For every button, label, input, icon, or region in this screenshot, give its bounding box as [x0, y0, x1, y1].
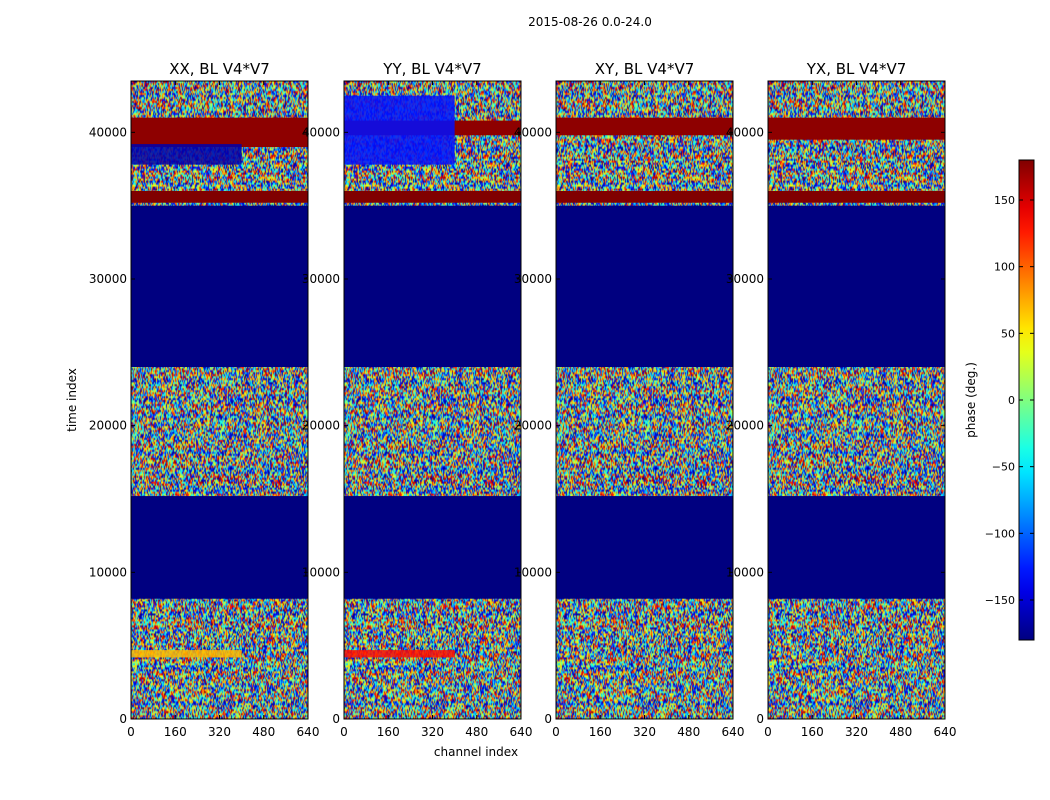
- colorbar-tick-label: 0: [1008, 394, 1015, 407]
- colorbar-tick-label: −150: [985, 594, 1015, 607]
- x-tick-label: 640: [297, 725, 320, 739]
- y-tick-label: 0: [332, 712, 340, 726]
- x-tick-label: 480: [889, 725, 912, 739]
- uniform-phase-region: [131, 496, 308, 599]
- x-tick-label: 160: [589, 725, 612, 739]
- y-tick-label: 0: [544, 712, 552, 726]
- colorbar-tick-label: 50: [1001, 327, 1015, 340]
- panel-yx: YX, BL V4*V7 0 160 320 480 640 0 10000 20000 3000…: [726, 60, 957, 739]
- uniform-phase-region: [344, 496, 521, 599]
- heatmap-image: [131, 81, 308, 719]
- y-axis-label: time index: [65, 368, 79, 432]
- colorbar-tick-label: −100: [985, 527, 1015, 540]
- y-tick-label: 40000: [726, 125, 764, 139]
- uniform-phase-region: [131, 205, 308, 367]
- x-tick-label: 480: [465, 725, 488, 739]
- colorbar-tick-label: −50: [992, 461, 1015, 474]
- x-tick-label: 0: [127, 725, 135, 739]
- uniform-phase-region: [344, 205, 521, 367]
- panel-title: YX, BL V4*V7: [806, 60, 907, 78]
- y-tick-label: 40000: [302, 125, 340, 139]
- x-tick-label: 160: [164, 725, 187, 739]
- x-axis-label: channel index: [434, 745, 518, 759]
- colorbar-label: phase (deg.): [964, 362, 978, 438]
- y-tick-label: 10000: [89, 565, 127, 579]
- y-tick-label: 10000: [726, 565, 764, 579]
- uniform-phase-region: [131, 191, 308, 203]
- x-tick-label: 160: [801, 725, 824, 739]
- y-tick-label: 30000: [726, 272, 764, 286]
- phase-noise-image: [768, 81, 945, 719]
- uniform-phase-region: [768, 191, 945, 203]
- y-tick-label: 40000: [89, 125, 127, 139]
- uniform-phase-region: [556, 496, 733, 599]
- panel-title: YY, BL V4*V7: [382, 60, 481, 78]
- y-tick-label: 0: [119, 712, 127, 726]
- y-tick-label: 30000: [302, 272, 340, 286]
- y-tick-label: 40000: [514, 125, 552, 139]
- heatmap-image: [768, 81, 945, 719]
- x-tick-label: 640: [722, 725, 745, 739]
- figure-suptitle: 2015-08-26 0.0-24.0: [528, 15, 652, 29]
- uniform-phase-region: [768, 117, 945, 140]
- y-tick-label: 20000: [89, 419, 127, 433]
- x-tick-label: 320: [208, 725, 231, 739]
- phase-feature: [344, 95, 455, 165]
- x-tick-label: 320: [845, 725, 868, 739]
- heatmap-image: [556, 81, 733, 719]
- uniform-phase-region: [556, 205, 733, 367]
- panel-yy: YY, BL V4*V7 0 160 320 480 640 0 10000 20000 3000…: [302, 60, 533, 739]
- y-tick-label: 20000: [726, 419, 764, 433]
- uniform-phase-region: [344, 191, 521, 203]
- phase-feature: [131, 144, 242, 165]
- uniform-phase-region: [768, 496, 945, 599]
- x-tick-label: 480: [252, 725, 275, 739]
- colorbar-tick-label: 150: [994, 194, 1015, 207]
- y-tick-label: 10000: [514, 565, 552, 579]
- x-tick-label: 320: [633, 725, 656, 739]
- y-tick-label: 0: [756, 712, 764, 726]
- panel-title: XY, BL V4*V7: [595, 60, 695, 78]
- x-tick-label: 0: [764, 725, 772, 739]
- uniform-phase-region: [556, 117, 733, 136]
- panel-title: XX, BL V4*V7: [169, 60, 270, 78]
- phase-noise-image: [131, 81, 308, 719]
- uniform-phase-region: [556, 191, 733, 203]
- x-tick-label: 640: [510, 725, 533, 739]
- y-tick-label: 20000: [302, 419, 340, 433]
- phase-noise-image: [344, 81, 521, 719]
- x-tick-label: 160: [377, 725, 400, 739]
- phase-noise-image: [556, 81, 733, 719]
- y-tick-label: 30000: [89, 272, 127, 286]
- x-tick-label: 0: [552, 725, 560, 739]
- panel-xy: XY, BL V4*V7 0 160 320 480 640 0 10000 20000 3000…: [514, 60, 745, 739]
- x-tick-label: 320: [421, 725, 444, 739]
- uniform-phase-region: [131, 117, 308, 147]
- y-tick-label: 30000: [514, 272, 552, 286]
- y-tick-label: 20000: [514, 419, 552, 433]
- panels-group: XX, BL V4*V7 0 160 320 480 640 0 10000 20000 3000…: [89, 60, 957, 739]
- colorbar: 150 100 50 0 −50 −100 −150: [985, 159, 1035, 641]
- y-tick-label: 10000: [302, 565, 340, 579]
- x-tick-label: 0: [340, 725, 348, 739]
- phase-feature: [131, 650, 242, 658]
- uniform-phase-region: [768, 205, 945, 367]
- panel-xx: XX, BL V4*V7 0 160 320 480 640 0 10000 20000 3000…: [89, 60, 320, 739]
- colorbar-tick-label: 100: [994, 261, 1015, 274]
- x-tick-label: 480: [677, 725, 700, 739]
- x-tick-label: 640: [934, 725, 957, 739]
- phase-feature: [344, 650, 455, 658]
- heatmap-image: [344, 81, 521, 719]
